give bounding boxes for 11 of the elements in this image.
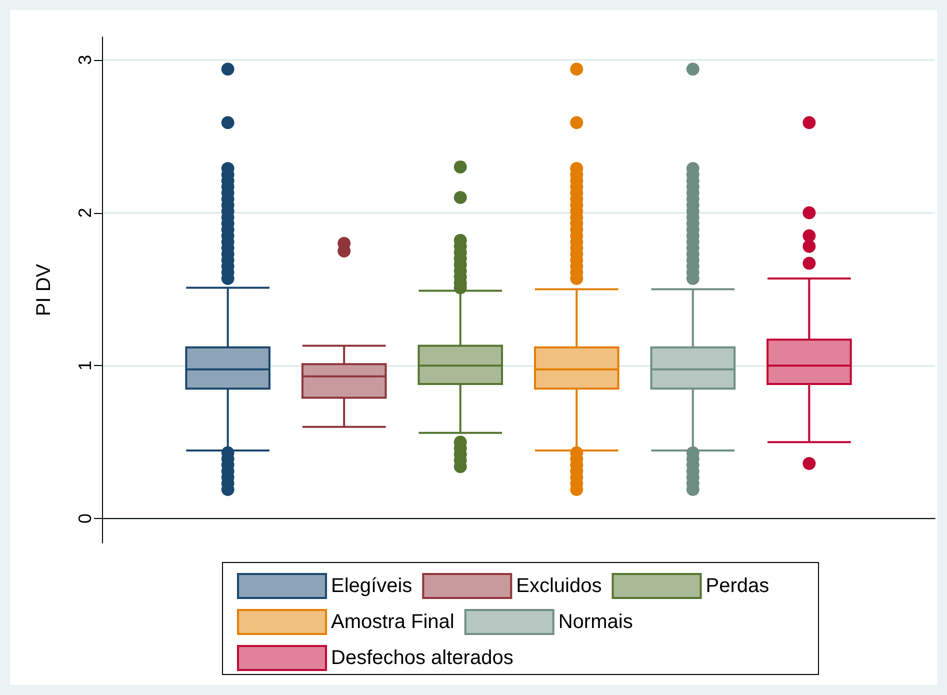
legend-label: Excluidos (516, 575, 602, 597)
y-tick-label: 2 (75, 208, 95, 218)
y-tick-label: 3 (75, 54, 95, 65)
legend-label: Amostra Final (331, 611, 454, 633)
y-axis-title: PI DV (33, 263, 55, 316)
legend-label: Normais (558, 611, 633, 633)
y-tick-label: 0 (75, 514, 95, 524)
legend-label: Elegíveis (331, 575, 412, 597)
legend-label: Desfechos alterados (331, 647, 514, 669)
legend-label: Perdas (706, 575, 770, 597)
y-tick-label: 1 (75, 360, 95, 371)
